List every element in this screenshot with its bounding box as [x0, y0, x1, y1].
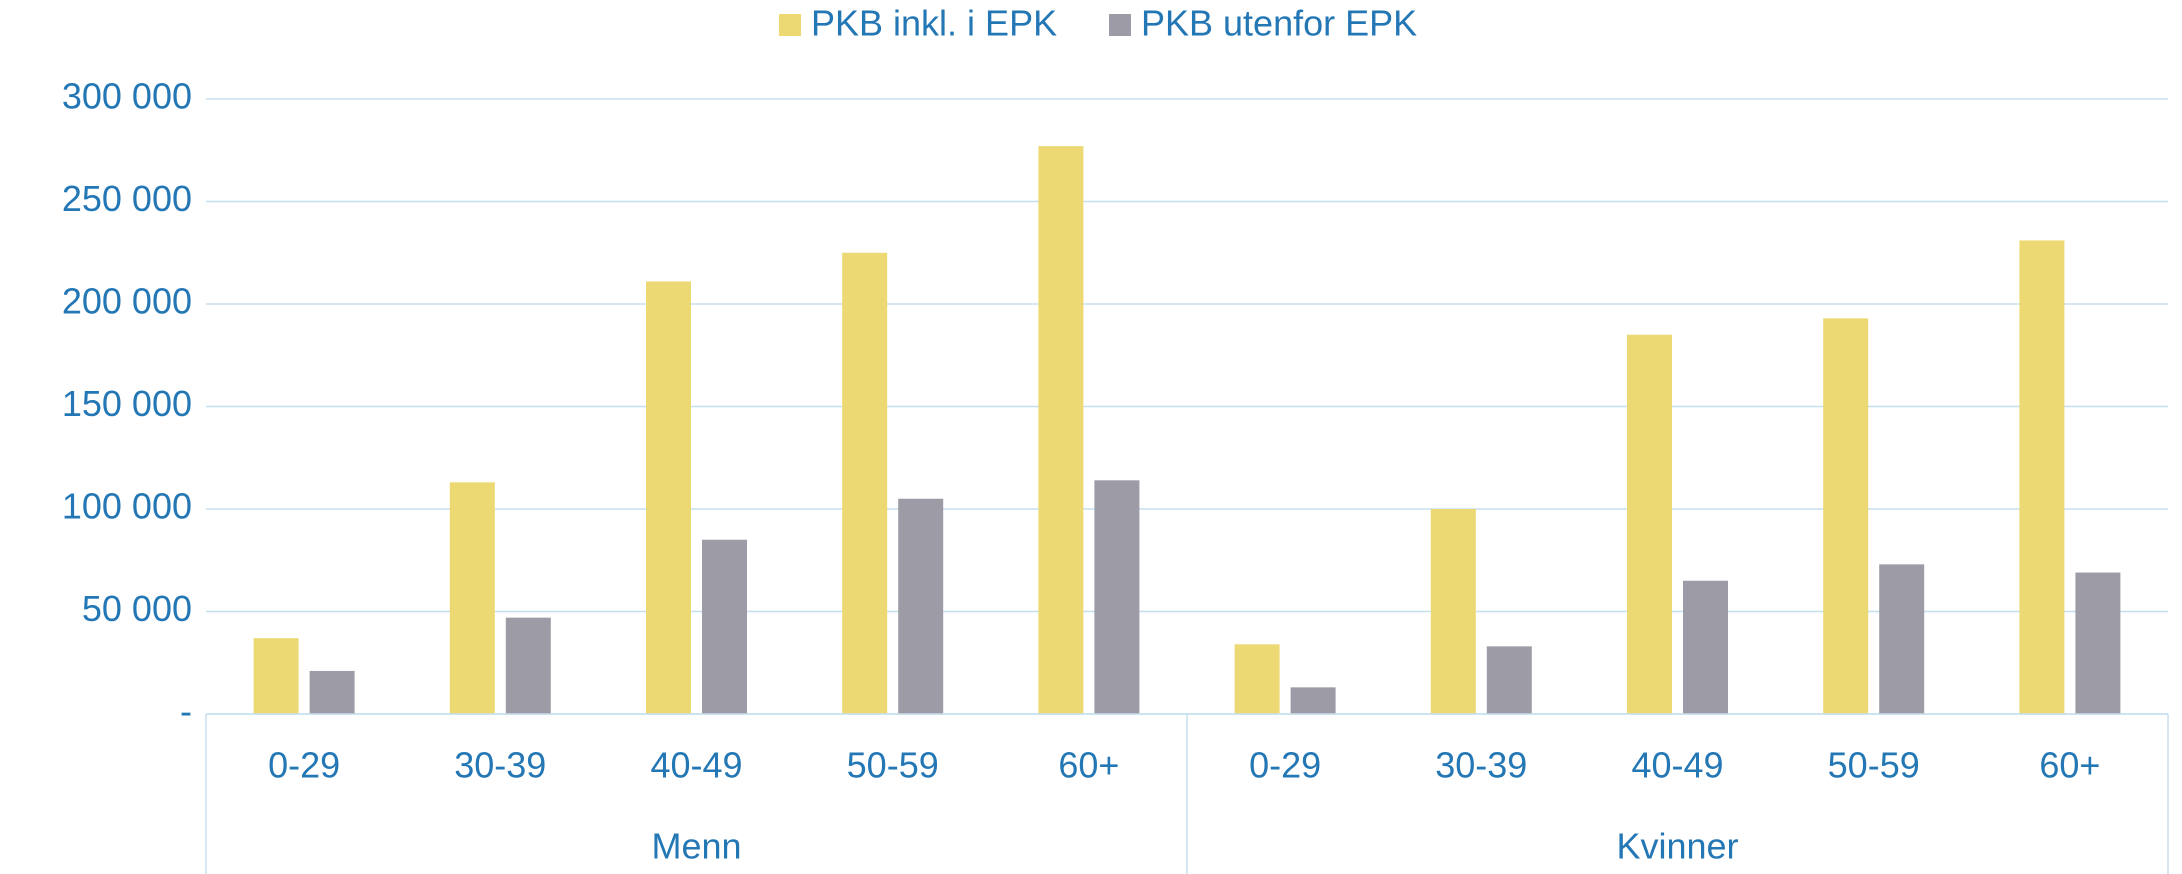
- bar: [1486, 646, 1532, 714]
- y-tick-label: 100 000: [62, 486, 192, 527]
- bar: [505, 617, 551, 714]
- x-tick-label: 0-29: [1249, 745, 1321, 786]
- legend-swatch: [779, 14, 801, 36]
- bar: [898, 498, 944, 714]
- bar: [1234, 644, 1280, 714]
- x-tick-label: 60+: [1058, 745, 1119, 786]
- y-tick-label: 250 000: [62, 178, 192, 219]
- y-tick-label: 300 000: [62, 76, 192, 117]
- bar: [449, 482, 495, 714]
- bar: [1094, 480, 1140, 714]
- x-tick-label: 0-29: [268, 745, 340, 786]
- legend-label: PKB utenfor EPK: [1141, 3, 1417, 44]
- bar: [646, 281, 691, 714]
- bar: [1823, 318, 1869, 714]
- group-label: Menn: [651, 826, 741, 867]
- x-tick-label: 30-39: [1435, 745, 1527, 786]
- bar: [1290, 687, 1336, 714]
- bar: [1430, 509, 1476, 714]
- bar: [309, 670, 355, 714]
- y-tick-label: -: [180, 691, 192, 732]
- group-label: Kvinner: [1616, 826, 1738, 867]
- bar: [1683, 580, 1728, 714]
- bar: [1038, 146, 1084, 714]
- x-tick-label: 40-49: [650, 745, 742, 786]
- x-tick-label: 40-49: [1631, 745, 1723, 786]
- y-tick-label: 50 000: [82, 588, 192, 629]
- bar: [2019, 240, 2065, 714]
- y-tick-label: 150 000: [62, 383, 192, 424]
- bar: [253, 638, 299, 714]
- x-tick-label: 60+: [2039, 745, 2100, 786]
- bar: [1627, 334, 1672, 714]
- legend-swatch: [1109, 14, 1131, 36]
- bar: [702, 539, 747, 714]
- x-tick-label: 50-59: [1828, 745, 1920, 786]
- x-tick-label: 50-59: [847, 745, 939, 786]
- y-tick-label: 200 000: [62, 281, 192, 322]
- x-tick-label: 30-39: [454, 745, 546, 786]
- bar: [842, 252, 888, 714]
- bar: [1879, 564, 1925, 714]
- bar: [2075, 572, 2121, 714]
- legend-label: PKB inkl. i EPK: [811, 3, 1057, 44]
